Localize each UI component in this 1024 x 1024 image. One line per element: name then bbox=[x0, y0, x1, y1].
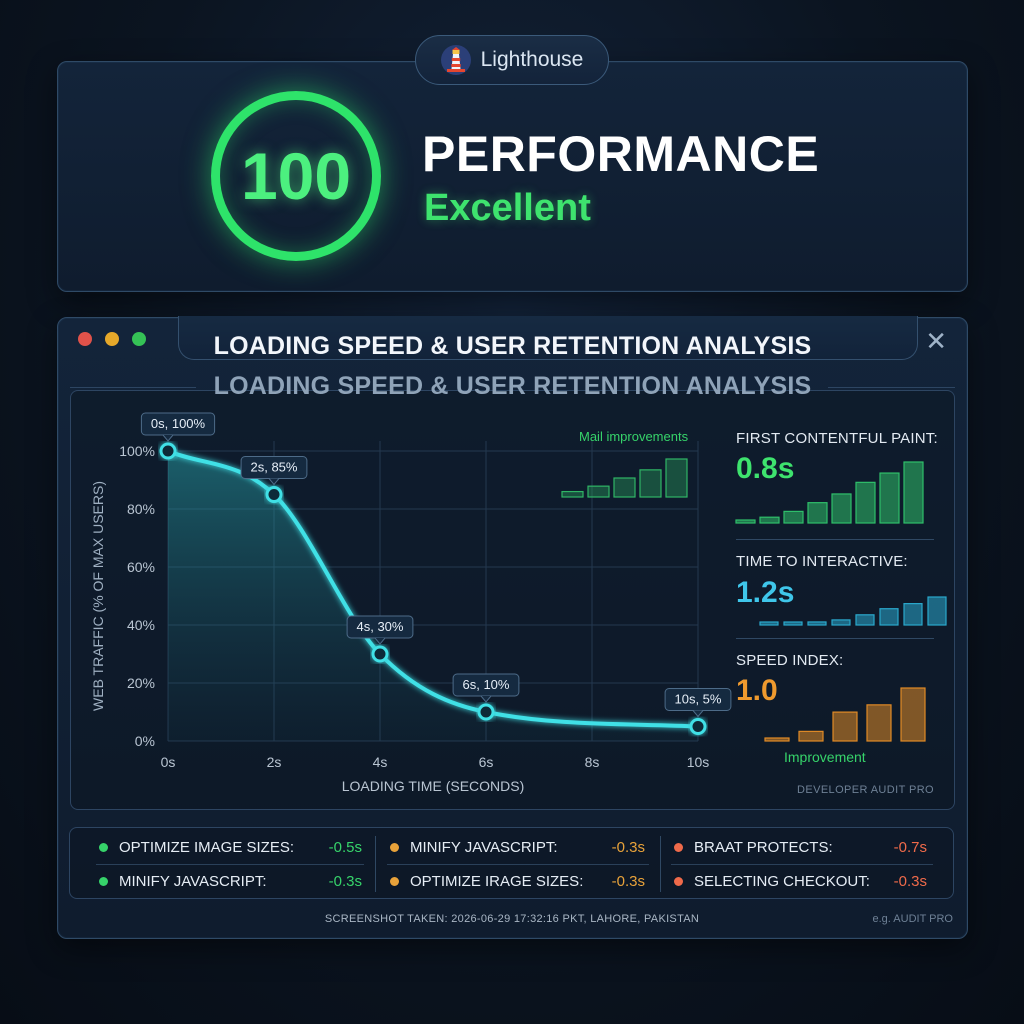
mini-chart-label: Mail improvements bbox=[579, 429, 689, 444]
window-maximize-dot[interactable] bbox=[132, 332, 146, 346]
improvement-value: -0.7s bbox=[893, 839, 927, 856]
status-dot bbox=[674, 877, 683, 886]
brand-label: DEVELOPER AUDIT PRO bbox=[797, 784, 934, 796]
improvement-value: -0.3s bbox=[328, 873, 362, 890]
improvement-item[interactable]: SELECTING CHECKOUT: bbox=[694, 873, 870, 890]
close-icon[interactable]: ✕ bbox=[925, 326, 947, 356]
improvement-item[interactable]: BRAAT PROTECTS: bbox=[694, 839, 833, 856]
column-divider bbox=[660, 836, 661, 892]
row-divider bbox=[671, 864, 933, 865]
window-title-tab bbox=[178, 316, 918, 360]
metric-label-speed-index: SPEED INDEX: bbox=[736, 652, 844, 669]
window-subtitle: LOADING SPEED & USER RETENTION ANALYSIS bbox=[213, 372, 812, 400]
improvement-item[interactable]: OPTIMIZE IMAGE SIZES: bbox=[119, 839, 295, 856]
status-dot bbox=[390, 843, 399, 852]
score-rating: Excellent bbox=[424, 187, 591, 229]
metric-value-tti: 1.2s bbox=[736, 576, 795, 609]
status-dot bbox=[99, 877, 108, 886]
screenshot-footer: SCREENSHOT TAKEN: 2026-06-29 17:32:16 PK… bbox=[324, 913, 700, 925]
metric-value-fcp: 0.8s bbox=[736, 452, 795, 485]
window-title: LOADING SPEED & USER RETENTION ANALYSIS bbox=[213, 332, 812, 360]
score-title: PERFORMANCE bbox=[422, 126, 820, 182]
row-divider bbox=[96, 864, 364, 865]
row-divider bbox=[387, 864, 649, 865]
lighthouse-icon bbox=[440, 45, 471, 75]
status-dot bbox=[390, 877, 399, 886]
improvements-panel bbox=[69, 827, 954, 899]
improvement-value: -0.3s bbox=[611, 839, 645, 856]
subtitle-rule-right bbox=[828, 387, 955, 388]
footer-brand: e.g. AUDIT PRO bbox=[872, 913, 954, 925]
score-value: 100 bbox=[240, 139, 352, 213]
status-dot bbox=[99, 843, 108, 852]
improvement-item[interactable]: OPTIMIZE IRAGE SIZES: bbox=[410, 873, 584, 890]
subtitle-rule-left bbox=[70, 387, 196, 388]
improvement-item[interactable]: MINIFY JAVASCRIPT: bbox=[119, 873, 267, 890]
window-minimize-dot[interactable] bbox=[105, 332, 119, 346]
metric-label-fcp: FIRST CONTENTFUL PAINT: bbox=[736, 430, 938, 447]
window-close-dot[interactable] bbox=[78, 332, 92, 346]
improvement-value: -0.5s bbox=[328, 839, 362, 856]
status-dot bbox=[674, 843, 683, 852]
lighthouse-badge-label: Lighthouse bbox=[480, 48, 584, 71]
chart-panel bbox=[70, 390, 955, 810]
metric-label-tti: TIME TO INTERACTIVE: bbox=[736, 553, 908, 570]
score-gauge: 100 bbox=[211, 91, 381, 261]
metric-value-speed-index: 1.0 bbox=[736, 674, 778, 707]
column-divider bbox=[375, 836, 376, 892]
improvement-value: -0.3s bbox=[611, 873, 645, 890]
metric-divider bbox=[736, 539, 934, 540]
performance-score-card bbox=[57, 61, 968, 292]
metric-divider bbox=[736, 638, 934, 639]
lighthouse-badge[interactable]: Lighthouse bbox=[415, 35, 609, 85]
improvement-value: -0.3s bbox=[893, 873, 927, 890]
improvement-item[interactable]: MINIFY JAVASCRIPT: bbox=[410, 839, 558, 856]
improvement-label: Improvement bbox=[784, 749, 866, 765]
